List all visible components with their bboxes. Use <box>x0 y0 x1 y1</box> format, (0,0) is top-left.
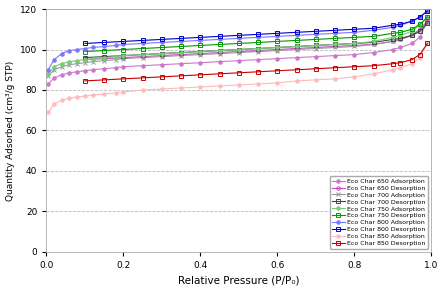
Y-axis label: Quantity Adsorbed (cm³/g STP): Quantity Adsorbed (cm³/g STP) <box>6 60 15 200</box>
Legend: Eco Char 650 Adsorption, Eco Char 650 Desorption, Eco Char 700 Adsorption, Eco C: Eco Char 650 Adsorption, Eco Char 650 De… <box>329 176 428 249</box>
X-axis label: Relative Pressure (P/P₀): Relative Pressure (P/P₀) <box>178 276 300 285</box>
